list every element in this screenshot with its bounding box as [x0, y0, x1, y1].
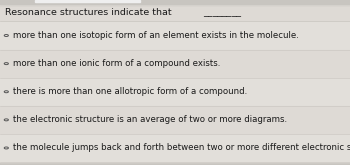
Bar — [0, 134, 350, 162]
Bar — [35, 0, 140, 2]
Text: more than one ionic form of a compound exists.: more than one ionic form of a compound e… — [13, 59, 221, 68]
Text: the electronic structure is an average of two or more diagrams.: the electronic structure is an average o… — [13, 115, 287, 124]
Text: Resonance structures indicate that: Resonance structures indicate that — [5, 8, 175, 17]
Text: ________: ________ — [203, 8, 241, 17]
Bar — [0, 0, 350, 4]
Bar — [0, 50, 350, 78]
Text: there is more than one allotropic form of a compound.: there is more than one allotropic form o… — [13, 87, 247, 96]
Bar — [0, 106, 350, 134]
Bar — [0, 0, 350, 7]
Bar — [0, 21, 350, 50]
Bar — [0, 78, 350, 106]
Bar — [0, 7, 350, 21]
Text: the molecule jumps back and forth between two or more different electronic struc: the molecule jumps back and forth betwee… — [13, 144, 350, 152]
Bar — [0, 162, 350, 165]
Text: more than one isotopic form of an element exists in the molecule.: more than one isotopic form of an elemen… — [13, 31, 299, 40]
